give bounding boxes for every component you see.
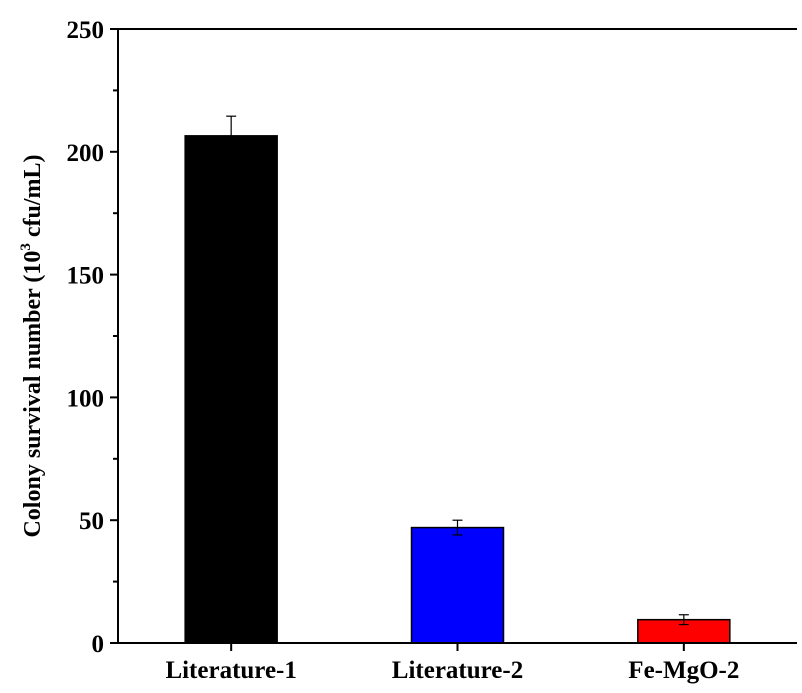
y-tick-label: 250 <box>67 17 105 44</box>
y-tick-label: 150 <box>67 263 105 290</box>
y-axis-title-superscript: 3 <box>18 243 34 251</box>
y-tick-label: 100 <box>67 385 105 412</box>
y-tick-label: 200 <box>67 140 105 167</box>
bar-literature-1 <box>184 135 278 644</box>
y-axis-title-tail: cfu/mL) <box>20 154 46 243</box>
x-tick-labels: Literature-1 Literature-2 Fe-MgO-2 <box>165 657 739 684</box>
y-axis-title: Colony survival number (103 cfu/mL) <box>18 154 46 537</box>
y-axis-title-main: Colony survival number (10 <box>20 251 46 538</box>
bar-literature-2 <box>410 526 505 644</box>
x-tick-label: Fe-MgO-2 <box>628 657 739 684</box>
y-tick-labels: 0 50 100 150 200 250 <box>67 17 105 658</box>
error-bars-group <box>226 115 689 626</box>
x-tick-label: Literature-2 <box>392 657 523 684</box>
y-tick-label: 0 <box>92 631 105 658</box>
y-tick-label: 50 <box>79 508 104 535</box>
axes-group <box>110 28 797 651</box>
x-tick-label: Literature-1 <box>165 657 296 684</box>
bars-group <box>184 135 731 644</box>
